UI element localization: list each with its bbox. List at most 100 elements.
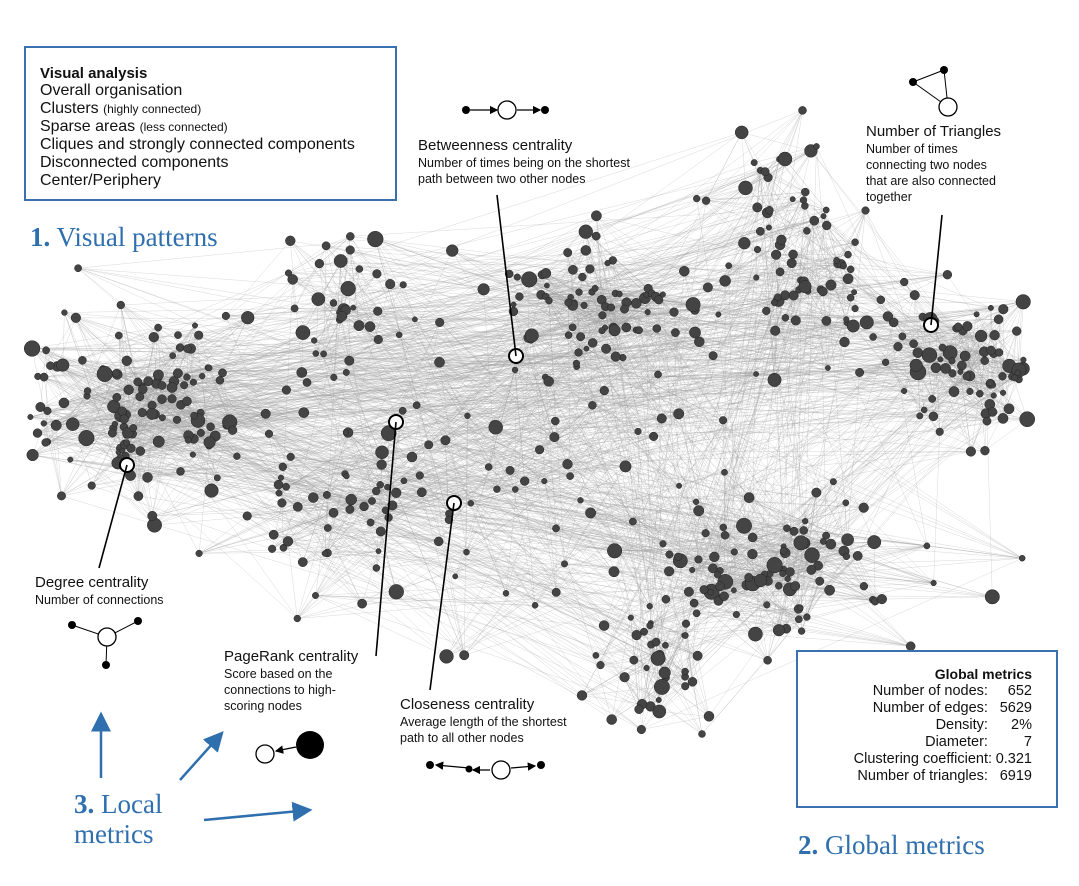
- graph-node: [46, 361, 55, 370]
- graph-node: [511, 366, 519, 374]
- graph-node: [669, 307, 679, 317]
- graph-node: [881, 358, 890, 366]
- graph-node: [721, 468, 728, 476]
- graph-node: [709, 551, 720, 563]
- graph-node: [876, 295, 886, 305]
- triangles-desc: together: [866, 190, 912, 204]
- graph-node: [730, 548, 738, 556]
- graph-node: [564, 298, 573, 307]
- graph-node: [692, 650, 703, 661]
- graph-node: [375, 526, 386, 537]
- graph-node: [1020, 356, 1027, 363]
- graph-node: [797, 627, 806, 635]
- graph-node: [512, 486, 519, 493]
- graph-node: [616, 290, 623, 298]
- leader-line: [930, 214, 943, 326]
- graph-node: [477, 283, 490, 296]
- graph-node: [502, 590, 510, 597]
- graph-node: [681, 682, 690, 691]
- graph-node: [147, 510, 158, 521]
- graph-node: [287, 274, 298, 285]
- graph-node: [893, 342, 903, 352]
- degree-title: Degree centrality: [35, 574, 149, 591]
- graph-node: [227, 425, 238, 435]
- graph-node: [753, 573, 768, 588]
- graph-node: [562, 459, 573, 470]
- pagerank-desc: Score based on the: [224, 667, 333, 681]
- graph-node: [577, 497, 584, 504]
- graph-node: [366, 518, 375, 527]
- graph-node: [176, 467, 185, 476]
- graph-node: [196, 428, 205, 437]
- graph-node: [1019, 411, 1036, 428]
- betweenness-desc: path between two other nodes: [418, 172, 586, 186]
- graph-node: [467, 500, 475, 507]
- visual-analysis-item: Overall organisation: [40, 82, 183, 99]
- graph-node: [994, 348, 1004, 357]
- graph-node: [655, 697, 662, 703]
- graph-node: [619, 672, 630, 683]
- graph-node: [824, 584, 835, 596]
- graph-node: [607, 543, 623, 559]
- graph-node: [770, 299, 778, 306]
- graph-node: [350, 304, 357, 311]
- graph-node: [819, 537, 827, 545]
- graph-node: [715, 311, 722, 318]
- graph-node: [117, 406, 127, 416]
- graph-node: [505, 465, 515, 475]
- graph-node: [789, 196, 796, 203]
- graph-node: [545, 297, 553, 305]
- blue-arrow: [203, 801, 313, 822]
- triangles-annotation: Number of Triangles Number of times conn…: [866, 123, 1001, 205]
- betweenness-desc: Number of times being on the shortest: [418, 156, 630, 170]
- graph-node: [343, 473, 350, 480]
- graph-node: [720, 531, 730, 540]
- graph-node: [599, 385, 609, 396]
- graph-node: [137, 408, 147, 418]
- graph-node: [452, 573, 459, 580]
- graph-node: [820, 213, 827, 220]
- graph-node: [734, 125, 749, 140]
- graph-node: [789, 526, 799, 536]
- graph-node: [957, 360, 967, 371]
- graph-node: [493, 485, 501, 493]
- graph-node: [882, 311, 894, 322]
- graph-node: [395, 331, 403, 339]
- graph-node: [644, 309, 651, 316]
- metric-row: Number of nodes: 652: [872, 683, 1032, 699]
- graph-node: [694, 555, 703, 564]
- global-metrics-box: Global metrics Number of nodes: 652 Numb…: [796, 650, 1058, 808]
- annotation-leader-lines: [98, 194, 943, 691]
- graph-node: [607, 303, 616, 312]
- graph-node: [344, 355, 355, 366]
- graph-node: [242, 511, 252, 521]
- graph-node: [654, 370, 662, 379]
- metric-row: Number of edges: 5629: [872, 700, 1032, 716]
- graph-node: [986, 378, 994, 387]
- graph-node: [96, 365, 113, 383]
- graph-node: [813, 143, 820, 150]
- graph-node: [685, 297, 701, 313]
- graph-node: [435, 317, 445, 327]
- graph-node: [715, 581, 725, 592]
- graph-node: [446, 244, 459, 257]
- graph-node: [942, 270, 953, 280]
- graph-node: [182, 396, 192, 407]
- graph-node: [921, 347, 938, 363]
- graph-node: [703, 711, 715, 722]
- graph-node: [954, 322, 963, 331]
- graph-node: [591, 284, 599, 292]
- graph-node: [659, 540, 667, 548]
- graph-node: [1003, 403, 1015, 415]
- global-metrics-title: Global metrics: [934, 666, 1032, 682]
- graph-node: [591, 231, 601, 241]
- graph-node: [116, 300, 125, 310]
- metric-row: Clustering coefficient: 0.321: [853, 751, 1032, 767]
- graph-node: [770, 325, 781, 336]
- graph-node: [693, 505, 705, 517]
- graph-node: [982, 416, 992, 426]
- global-metrics-heading: 2. Global metrics: [798, 830, 985, 860]
- betweenness-icon: [462, 100, 549, 120]
- graph-node: [391, 487, 402, 498]
- graph-node: [282, 536, 294, 547]
